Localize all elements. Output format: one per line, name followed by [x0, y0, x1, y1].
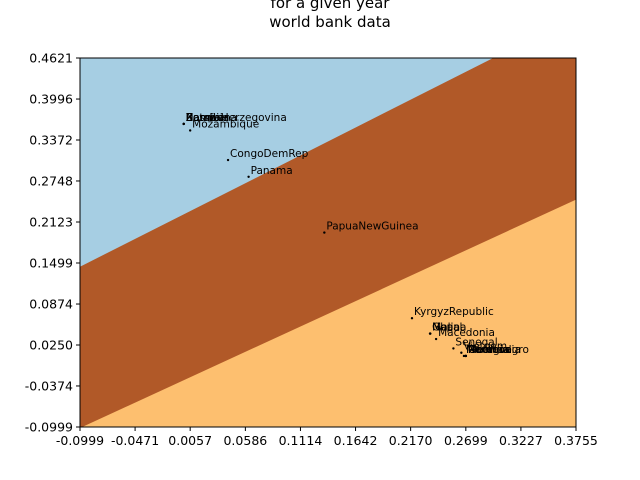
data-point: [460, 351, 463, 354]
point-label: Nepal: [432, 322, 462, 334]
y-tick-label: 0.3996: [29, 92, 73, 107]
x-tick-label: 0.0586: [223, 433, 267, 448]
data-point: [188, 129, 192, 132]
point-label: Zambia: [186, 112, 226, 124]
x-tick-label: 0.2170: [389, 433, 433, 448]
x-tick-label: 0.3755: [554, 433, 598, 448]
data-point: [434, 337, 438, 341]
data-point: [462, 354, 466, 358]
point-label: Macedonia: [438, 327, 495, 339]
y-tick-label: 0.0874: [29, 297, 73, 312]
y-tick-label: 0.2748: [29, 173, 73, 188]
chart-title-line: for a given year: [271, 0, 391, 12]
point-label: Senegal: [455, 336, 497, 348]
x-tick-label: 0.1114: [279, 433, 323, 448]
point-label: Rwanda: [468, 344, 510, 356]
point-label: Cambodia: [468, 344, 521, 356]
point-label: BosniaHerzegovina: [186, 112, 287, 124]
y-tick-label: -0.0999: [25, 420, 73, 435]
point-label: Montenegro: [466, 344, 529, 356]
y-tick-label: 0.2123: [29, 215, 73, 230]
x-axis: -0.0999 -0.0471 0.0057 0.0586 0.1114 0.1642 0.…: [56, 427, 598, 448]
data-point: [226, 158, 230, 162]
plot-frame: [79, 57, 577, 428]
data-point: [428, 332, 432, 335]
y-tick-label: 0.0250: [29, 337, 73, 352]
data-points: MozambiqueNamibiaBotswanaZambiaBosniaHer…: [182, 112, 529, 358]
y-tick-label: -0.0374: [25, 378, 73, 393]
x-tick-label: -0.0999: [56, 433, 104, 448]
point-label: Namibia: [186, 112, 229, 124]
point-label: Georgia: [468, 344, 509, 356]
data-point: [452, 347, 455, 350]
point-label: Moldova: [468, 344, 512, 356]
data-point: [247, 175, 250, 178]
point-label: Vietnam: [463, 341, 507, 353]
y-axis: 0.4621 0.3996 0.3372 0.2748 0.2123 0.1499 0.08…: [25, 51, 80, 435]
point-label: Panama: [251, 165, 293, 177]
data-point: [464, 354, 468, 358]
point-label: PapuaNewGuinea: [326, 221, 418, 233]
y-tick-label: 0.3372: [29, 133, 73, 148]
x-tick-label: -0.0471: [111, 433, 159, 448]
decision-regions: [80, 58, 576, 427]
data-point: [323, 231, 326, 234]
x-tick-label: 0.0057: [168, 433, 212, 448]
region-upper: [80, 58, 494, 267]
y-tick-label: 0.1499: [29, 255, 73, 270]
point-label: CongoDemRep: [230, 148, 309, 160]
x-tick-label: 0.2699: [444, 433, 488, 448]
point-label: Ghana: [432, 322, 466, 334]
point-label: Botswana: [186, 112, 237, 124]
point-label: KyrgyzRepublic: [414, 306, 494, 318]
data-point: [182, 122, 185, 126]
point-label: Mali: [432, 322, 453, 334]
x-tick-label: 0.1642: [334, 433, 378, 448]
point-label: Mozambique: [192, 118, 259, 130]
x-tick-label: 0.3227: [499, 433, 543, 448]
data-point: [410, 317, 414, 320]
y-tick-label: 0.4621: [29, 51, 73, 66]
chart-title-line: world bank data: [269, 13, 391, 31]
